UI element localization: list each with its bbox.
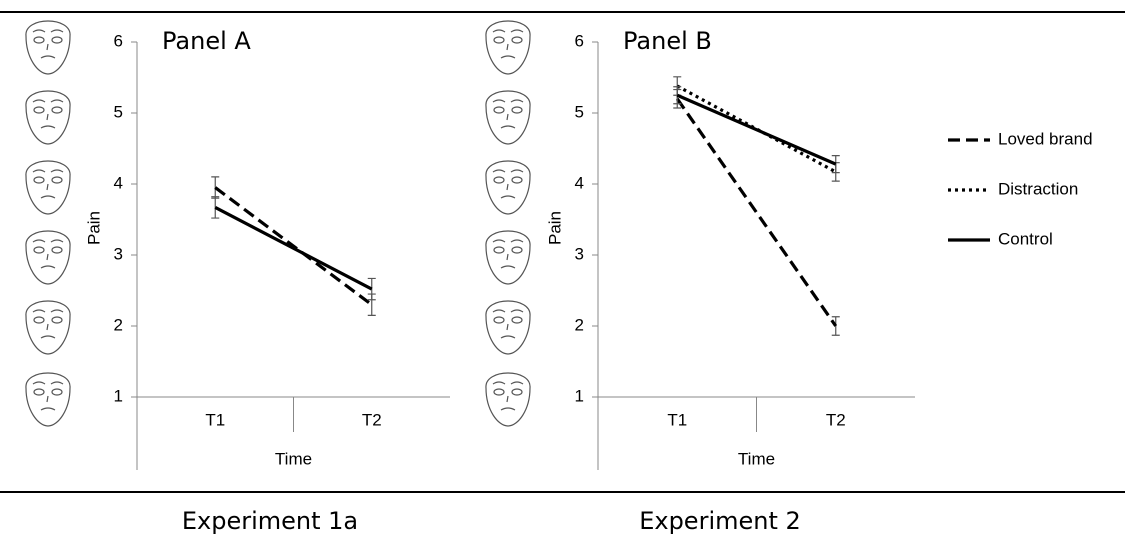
- x-axis-label: Time: [738, 449, 775, 468]
- legend-label: Control: [998, 229, 1053, 248]
- y-tick-label: 1: [575, 386, 584, 405]
- series-line: [675, 97, 838, 327]
- series-line: [214, 206, 373, 291]
- y-tick-label: 5: [575, 102, 584, 121]
- series-line: [676, 93, 837, 166]
- x-tick-label: T2: [362, 410, 382, 429]
- y-tick-label: 4: [575, 173, 584, 192]
- y-tick-label: 6: [575, 31, 584, 50]
- y-axis-label: Pain: [84, 211, 103, 245]
- y-tick-label: 2: [575, 315, 584, 334]
- y-axis-label: Pain: [545, 211, 564, 245]
- y-tick-label: 2: [114, 315, 123, 334]
- y-tick-label: 4: [114, 173, 123, 192]
- error-bar: [211, 176, 220, 199]
- x-tick-label: T1: [205, 410, 225, 429]
- y-tick-label: 1: [114, 386, 123, 405]
- caption: Experiment 1a: [182, 507, 358, 535]
- series-line: [214, 186, 373, 306]
- x-tick-label: T2: [826, 410, 846, 429]
- series-line: [676, 84, 837, 174]
- x-tick-label: T1: [667, 410, 687, 429]
- caption: Experiment 2: [639, 507, 801, 535]
- legend-label: Distraction: [998, 179, 1078, 198]
- y-tick-label: 3: [575, 244, 584, 263]
- legend-label: Loved brand: [998, 129, 1093, 148]
- panel-title: Panel B: [623, 27, 712, 55]
- y-tick-label: 3: [114, 244, 123, 263]
- panel-title: Panel A: [162, 27, 251, 55]
- y-tick-label: 6: [114, 31, 123, 50]
- x-axis-label: Time: [275, 449, 312, 468]
- y-tick-label: 5: [114, 102, 123, 121]
